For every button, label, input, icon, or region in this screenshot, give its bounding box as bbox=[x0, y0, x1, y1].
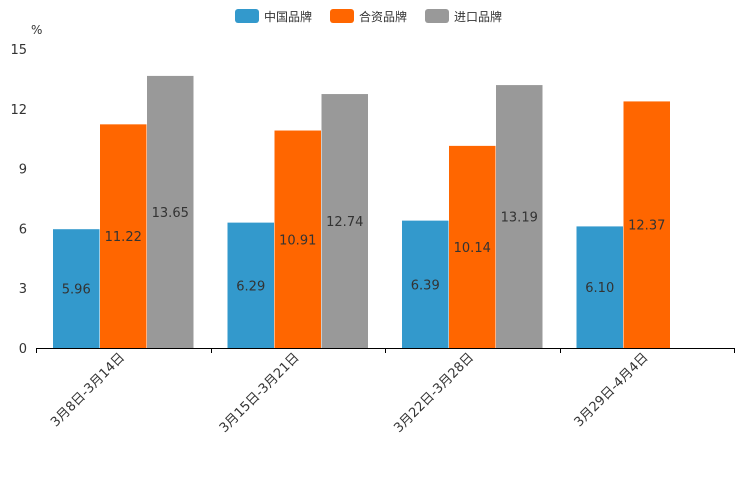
y-axis-unit-label: % bbox=[31, 23, 42, 37]
bar-3-2[interactable] bbox=[321, 94, 369, 348]
data-label-3-1: 13.65 bbox=[152, 206, 189, 221]
bar-1-3[interactable] bbox=[402, 220, 449, 348]
legend-label-3[interactable]: 进口品牌 bbox=[454, 10, 502, 24]
legend: 中国品牌 合资品牌 进口品牌 bbox=[235, 9, 502, 24]
bar-3-1[interactable] bbox=[147, 75, 194, 348]
x-axis: 3月8日-3月14日 3月15日-3月21日 3月22日-3月28日 3月29日-4月… bbox=[36, 348, 735, 436]
bar-1-4[interactable] bbox=[576, 226, 624, 348]
bar-2-1[interactable] bbox=[100, 124, 147, 349]
legend-label-2[interactable]: 合资品牌 bbox=[359, 9, 407, 24]
bar-3-3[interactable] bbox=[496, 85, 543, 348]
data-label-2-3: 10.14 bbox=[454, 241, 491, 256]
legend-swatch-2[interactable] bbox=[330, 9, 354, 23]
data-label-2-1: 11.22 bbox=[105, 230, 142, 245]
x-tick-label: 3月15日-3月21日 bbox=[217, 350, 303, 436]
y-tick-label: 6 bbox=[19, 222, 27, 237]
y-tick-label: 15 bbox=[10, 43, 27, 58]
data-label-1-2: 6.29 bbox=[236, 279, 265, 294]
y-tick-label: 12 bbox=[10, 103, 27, 118]
data-label-1-1: 5.96 bbox=[62, 283, 91, 298]
data-label-1-4: 6.10 bbox=[585, 281, 614, 296]
legend-label-1[interactable]: 中国品牌 bbox=[264, 9, 312, 24]
y-axis: 0 3 6 9 12 15 bbox=[10, 43, 27, 357]
y-tick-label: 3 bbox=[19, 282, 27, 297]
bar-2-2[interactable] bbox=[274, 130, 322, 348]
legend-swatch-3[interactable] bbox=[425, 9, 449, 23]
data-label-3-3: 13.19 bbox=[501, 211, 538, 226]
bar-2-3[interactable] bbox=[449, 145, 496, 348]
bar-1-2[interactable] bbox=[227, 222, 275, 348]
x-tick-label: 3月8日-3月14日 bbox=[48, 350, 128, 430]
data-label-3-2: 12.74 bbox=[326, 215, 363, 230]
x-tick-label: 3月29日-4月4日 bbox=[572, 350, 652, 430]
y-tick-label: 9 bbox=[19, 163, 27, 178]
x-tick-label: 3月22日-3月28日 bbox=[391, 350, 477, 436]
legend-swatch-1[interactable] bbox=[235, 9, 259, 23]
bar-2-4[interactable] bbox=[623, 101, 671, 348]
data-label-2-2: 10.91 bbox=[279, 233, 316, 248]
data-label-1-3: 6.39 bbox=[411, 278, 440, 293]
data-label-2-4: 12.37 bbox=[628, 219, 665, 234]
value-labels-group: 5.96 11.22 13.65 6.29 10.91 12.74 6.39 10.14 13.… bbox=[62, 206, 666, 298]
y-tick-label: 0 bbox=[19, 342, 27, 357]
bar-1-1[interactable] bbox=[53, 229, 100, 348]
bars-group bbox=[53, 75, 671, 349]
